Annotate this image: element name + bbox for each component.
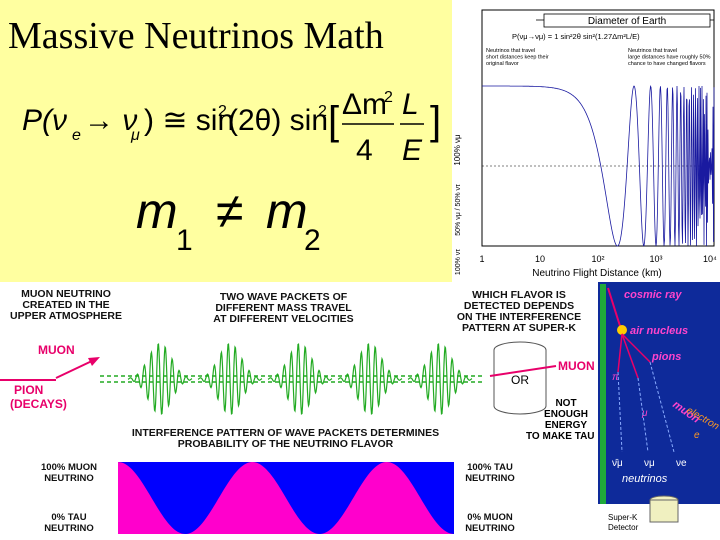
wave-packet-2 xyxy=(197,343,263,415)
air-nucleus-label: air nucleus xyxy=(630,325,688,337)
muon-track-left xyxy=(55,359,95,379)
formula-sub-e: e xyxy=(72,127,81,144)
wave-packet-3 xyxy=(267,343,333,415)
detector-cylinder-body xyxy=(493,350,547,415)
xtick-1000: 10³ xyxy=(649,254,662,264)
xaxis-label: Neutrino Flight Distance (km) xyxy=(532,268,661,279)
neutrinos-label: neutrinos xyxy=(622,473,668,485)
probability-band xyxy=(118,462,454,534)
formula-delta-m: Δm xyxy=(342,88,387,121)
e-symbol: e xyxy=(694,430,700,441)
numu-label: νμ xyxy=(644,458,655,469)
cosmic-ray-panel: cosmic ray air nucleus pions π muon elec… xyxy=(598,282,720,540)
xtick-100: 10² xyxy=(591,254,604,264)
to-make-tau-label: TO MAKE TAU xyxy=(526,431,595,442)
mass-m2: m xyxy=(266,183,308,239)
mass-m1: m xyxy=(136,183,178,239)
wave-packet-5 xyxy=(407,343,473,415)
label-0-muon: 0% MUON NEUTRINO xyxy=(465,512,515,534)
muon-arrowhead-left xyxy=(88,357,100,366)
pions-label: pions xyxy=(651,351,681,363)
pion-track-2 xyxy=(621,333,639,379)
mass-sub-1: 1 xyxy=(176,224,193,257)
pion-track-3 xyxy=(621,333,651,363)
formula-E: E xyxy=(402,134,423,167)
xtick-1: 1 xyxy=(479,254,484,264)
muon-track-right xyxy=(489,365,557,377)
wave-packet-1 xyxy=(127,343,193,415)
or-label: OR xyxy=(511,373,529,387)
earth-diameter-label: Diameter of Earth xyxy=(588,16,666,27)
xtick-10000: 10⁴ xyxy=(703,254,717,264)
formula-rhs: ) ≅ sin xyxy=(144,104,234,137)
wave-packets xyxy=(127,343,473,415)
short-distance-note: Neutrinos that travel short distances kee… xyxy=(486,48,549,67)
oscillation-formula: P(ν e → ν μ ) ≅ sin 2 (2θ) sin 2 [ Δm 2 … xyxy=(22,88,441,167)
formula-four: 4 xyxy=(356,134,373,167)
formula-square-1: 2 xyxy=(218,103,227,120)
superk-detector-label: Super-K Detector xyxy=(608,513,639,532)
earth-diameter-banner xyxy=(543,13,711,28)
label-100-tau: 100% TAU NEUTRINO xyxy=(465,462,515,484)
superk-detector-body xyxy=(649,499,679,523)
formula-left-bracket: [ xyxy=(328,99,339,143)
formula-square-2: 2 xyxy=(318,103,327,120)
title-panel xyxy=(0,0,452,282)
cosmic-ray-track xyxy=(607,287,621,327)
oscillation-curve xyxy=(482,85,715,247)
label-100-muon: 100% MUON NEUTRINO xyxy=(41,462,97,484)
cosmic-panel-stripe xyxy=(600,284,606,536)
ylabel-50-50: 50% νμ / 50% ντ xyxy=(455,184,462,236)
neutrino-track-3 xyxy=(649,361,675,453)
mass-inequality: m 1 ≠ m 2 xyxy=(136,183,321,257)
pi-symbol: π xyxy=(612,372,619,383)
air-nucleus-icon xyxy=(617,325,627,335)
wave-packet-diagram: MUON PION (DECAYS) OR MUON NOT ENOUGH ENERG… xyxy=(0,341,595,430)
label-0-tau: 0% TAU NEUTRINO xyxy=(44,512,94,534)
ylabel-100-nutau: 100% ντ xyxy=(455,249,462,275)
formula-lhs: P(ν xyxy=(22,104,67,137)
formula-theta: (2θ) sin xyxy=(228,104,328,137)
mass-sub-2: 2 xyxy=(304,224,321,257)
cosmic-ray-label: cosmic ray xyxy=(624,289,682,301)
muon-probability-area xyxy=(118,462,454,534)
formula-square-3: 2 xyxy=(384,89,393,106)
formula-arrow: → ν xyxy=(84,104,137,137)
oscillation-plot: Diameter of Earth P(νμ→νμ) = 1 sin²2θ si… xyxy=(452,0,720,282)
slide-title: Massive Neutrinos Math xyxy=(8,15,384,57)
wave-packet-4 xyxy=(337,343,403,415)
muon-label-right: MUON xyxy=(558,359,595,373)
not-enough-energy-label: NOT ENOUGH ENERGY xyxy=(544,398,588,430)
mu-symbol: μ xyxy=(641,408,648,419)
neutrino-track-1 xyxy=(617,371,623,453)
numu-bar-label: ν̄μ xyxy=(612,458,623,469)
caption-two-wave-packets: TWO WAVE PACKETS OF DIFFERENT MASS TRAVE… xyxy=(213,291,354,325)
oscillation-equation: P(νμ→νμ) = 1 sin²2θ sin²(1.27Δm²L/E) xyxy=(512,32,640,41)
long-distance-note: Neutrinos that travel large distances hav… xyxy=(628,48,711,67)
nue-label: νe xyxy=(676,458,687,469)
pion-track-1 xyxy=(617,333,623,373)
formula-right-bracket: ] xyxy=(430,99,441,143)
xtick-10: 10 xyxy=(535,254,545,264)
pion-label: PION (DECAYS) xyxy=(10,383,67,411)
caption-flavor-detection: WHICH FLAVOR IS DETECTED DEPENDS ON THE … xyxy=(456,289,582,334)
neutrino-track-2 xyxy=(637,377,649,453)
ylabel-100-numu: 100% νμ xyxy=(453,134,462,166)
formula-L: L xyxy=(402,88,419,121)
formula-sub-mu: μ xyxy=(130,127,140,144)
caption-muon-neutrino-created: MUON NEUTRINO CREATED IN THE UPPER ATMOS… xyxy=(9,288,122,322)
caption-interference-pattern: INTERFERENCE PATTERN OF WAVE PACKETS DET… xyxy=(131,427,440,450)
muon-label-left: MUON xyxy=(38,343,75,357)
not-equal-sign: ≠ xyxy=(216,183,243,239)
